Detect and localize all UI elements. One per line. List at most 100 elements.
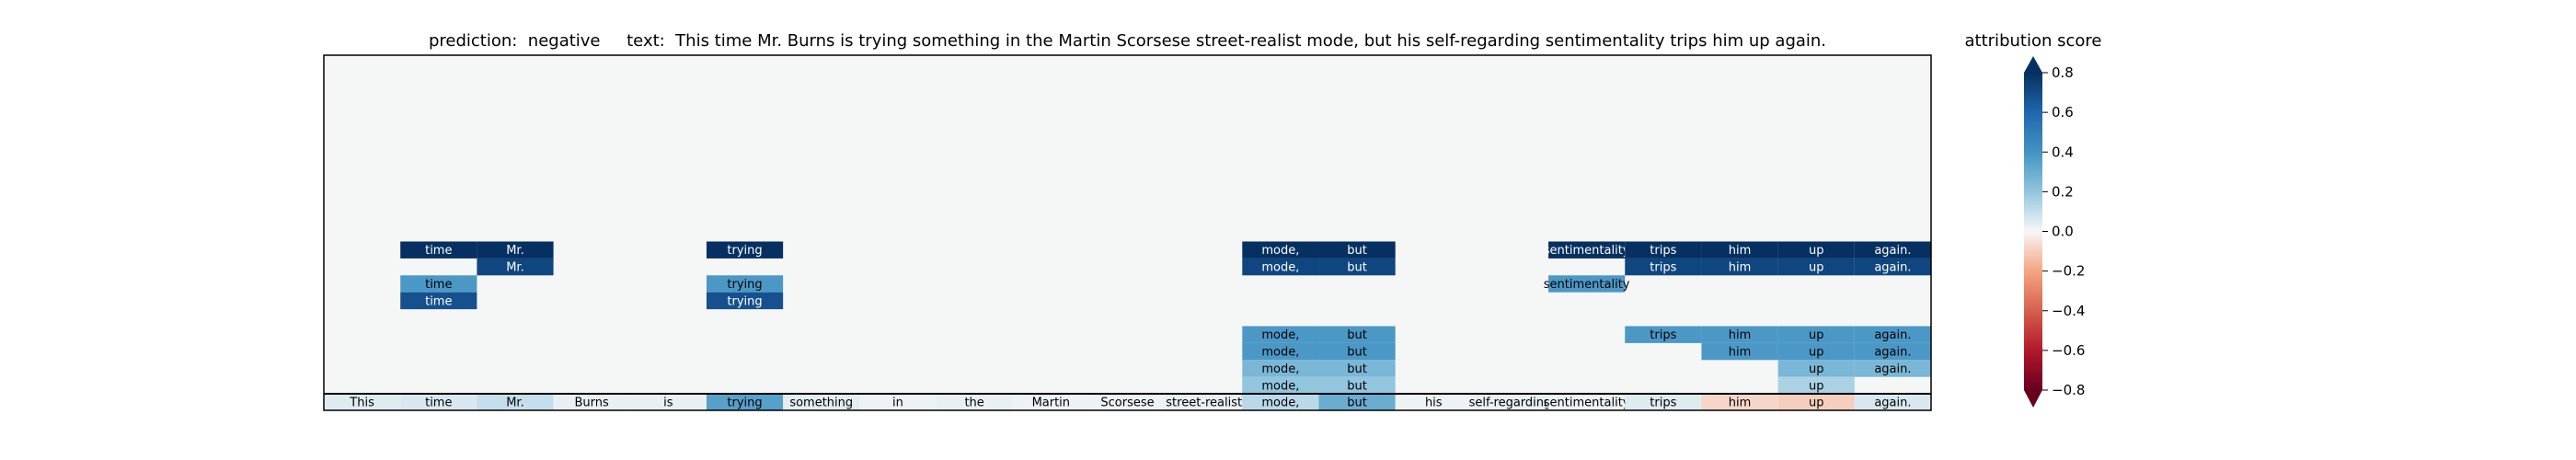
colorbar-tick-label-7: −0.6 (2052, 342, 2085, 359)
base-token-17-label: trips (1650, 397, 1676, 410)
row-6-token-19-cell (1777, 342, 1855, 361)
row-0-token-13-cell (1318, 241, 1396, 259)
row-5-token-13-label: but (1347, 328, 1367, 342)
base-token-4-label: is (663, 397, 673, 410)
base-token-6-label: something (789, 397, 853, 410)
colorbar-tick-label-6: −0.4 (2052, 303, 2085, 319)
row-8-token-19-cell (1777, 376, 1855, 395)
row-2-token-16-label: sentimentality (1544, 278, 1630, 292)
row-7-token-20-cell (1854, 360, 1931, 377)
base-token-8-label: the (964, 397, 983, 410)
base-token-19-label: up (1809, 397, 1824, 410)
row-6-token-20-label: again. (1874, 346, 1911, 360)
row-0-token-16-cell (1548, 241, 1626, 259)
text-value: This time Mr. Burns is trying something … (675, 31, 1827, 51)
row-0-token-19-label: up (1809, 244, 1824, 258)
row-1-token-20-cell (1854, 258, 1931, 276)
row-0-token-1-cell (400, 241, 477, 259)
row-0-token-1-label: time (425, 244, 452, 258)
row-3-token-1-cell (400, 292, 477, 310)
base-token-8-cell (936, 394, 1013, 411)
base-token-7-cell (859, 394, 937, 411)
base-token-1-label: time (425, 397, 452, 410)
base-token-0-cell (324, 394, 401, 411)
base-token-5-label: trying (727, 397, 762, 410)
base-token-0-label: This (349, 397, 374, 410)
row-5-token-12-label: mode, (1261, 328, 1299, 342)
colorbar-extend-top (2024, 56, 2042, 73)
row-3-token-5-cell (706, 292, 784, 310)
row-5-token-18-label: him (1729, 328, 1752, 342)
base-token-13-label: but (1347, 397, 1367, 410)
row-1-token-19-label: up (1809, 261, 1824, 275)
colorbar-tick-label-3: 0.2 (2052, 183, 2074, 200)
base-token-3-label: Burns (575, 397, 610, 410)
row-2-token-5-cell (706, 275, 784, 293)
base-token-11-label: street-realist (1166, 397, 1242, 410)
base-token-1-cell (400, 394, 477, 411)
base-token-9-cell (1012, 394, 1089, 411)
colorbar-gradient (2024, 73, 2042, 390)
row-0-token-2-cell (477, 241, 554, 259)
row-0-token-16-label: sentimentality (1544, 244, 1630, 258)
row-0-token-17-label: trips (1650, 244, 1676, 258)
plot-background (324, 55, 1931, 410)
row-6-token-13-cell (1318, 342, 1396, 361)
row-6-token-12-label: mode, (1261, 346, 1299, 360)
row-0-token-13-label: but (1347, 244, 1367, 258)
row-5-token-12-cell (1242, 326, 1319, 343)
base-token-20-label: again. (1874, 397, 1911, 410)
row-8-token-12-cell (1242, 376, 1319, 395)
colorbar-ticks: 0.8 0.6 0.4 0.2 0.0 −0.2 −0.4 −0.6 −0.8 (2042, 64, 2085, 398)
base-token-7-label: in (892, 397, 903, 410)
row-6-token-13-label: but (1347, 346, 1367, 360)
row-2-token-1-label: time (425, 278, 452, 292)
row-0-token-5-label: trying (727, 244, 762, 258)
base-token-18-label: him (1729, 397, 1752, 410)
base-token-19-cell (1777, 394, 1855, 411)
text-label: text: (627, 31, 665, 51)
row-3-token-1-label: time (425, 294, 452, 308)
row-1-token-18-cell (1701, 258, 1778, 276)
row-5-token-17-label: trips (1650, 328, 1676, 342)
row-7-token-13-cell (1318, 360, 1396, 377)
row-8-token-12-label: mode, (1261, 379, 1299, 393)
row-1-token-20-label: again. (1874, 261, 1911, 275)
row-0-token-18-cell (1701, 241, 1778, 259)
row-1-token-13-label: but (1347, 261, 1367, 275)
base-token-14-cell (1395, 394, 1472, 411)
base-token-15-label: self-regarding (1469, 397, 1552, 410)
row-7-token-20-label: again. (1874, 362, 1911, 376)
colorbar-tick-label-2: 0.4 (2052, 144, 2074, 160)
row-2-token-5-label: trying (727, 278, 762, 292)
row-6-token-20-cell (1854, 342, 1931, 361)
row-5-token-20-cell (1854, 326, 1931, 343)
row-1-token-17-cell (1625, 258, 1702, 276)
row-6-token-18-label: him (1729, 346, 1752, 360)
heatmap-cells: time Mr. trying mode, but sentimentality trips… (324, 241, 1931, 411)
colorbar-tick-label-0: 0.8 (2052, 64, 2074, 81)
row-6-token-18-cell (1701, 342, 1778, 361)
base-token-11-cell (1166, 394, 1243, 411)
row-8-token-19-label: up (1809, 379, 1824, 393)
row-0-token-20-cell (1854, 241, 1931, 259)
row-7-token-12-label: mode, (1261, 362, 1299, 376)
base-token-3-cell (553, 394, 630, 411)
row-5-token-19-label: up (1809, 328, 1824, 342)
row-0-token-17-cell (1625, 241, 1702, 259)
base-token-2-cell (477, 394, 554, 411)
row-7-token-19-label: up (1809, 362, 1824, 376)
row-0-token-20-label: again. (1874, 244, 1911, 258)
base-token-4-cell (629, 394, 707, 411)
row-1-token-17-label: trips (1650, 261, 1676, 275)
colorbar-tick-label-1: 0.6 (2052, 104, 2074, 121)
base-token-13-cell (1318, 394, 1396, 411)
chart-title: prediction: negative text: This time Mr.… (324, 31, 1931, 51)
base-token-12-label: mode, (1261, 397, 1299, 410)
plot-frame (323, 54, 1932, 411)
row-1-token-13-cell (1318, 258, 1396, 276)
base-token-10-label: Scorsese (1100, 397, 1154, 410)
row-0-token-12-cell (1242, 241, 1319, 259)
prediction-label: prediction: (428, 31, 518, 51)
colorbar-tick-label-4: 0.0 (2052, 224, 2074, 240)
